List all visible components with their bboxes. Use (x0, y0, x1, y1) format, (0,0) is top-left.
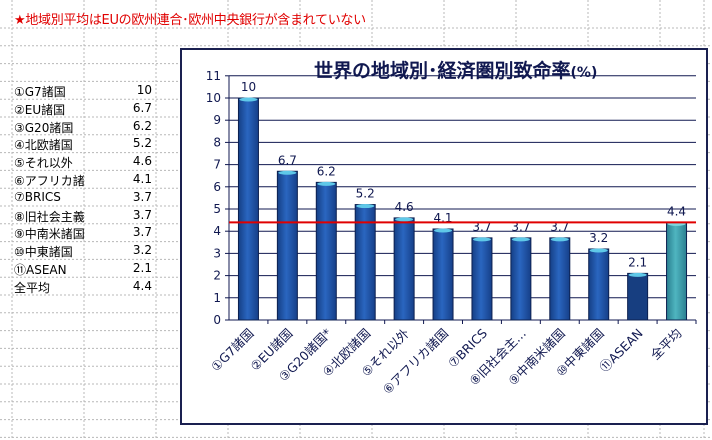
category-label: ①G7諸国 (208, 326, 257, 375)
chart[interactable]: 世界の地域別･経済圏別致命率(%) 0 1 2 3 4 5 6 7 8 9 10 11 10 ①G7諸国 6… (180, 48, 708, 425)
row-label[interactable]: ④北欧諸国 (14, 138, 73, 153)
chart-title: 世界の地域別･経済圏別致命率(%) (314, 56, 597, 83)
bar-cap (434, 228, 453, 233)
data-label: 3.2 (589, 231, 608, 245)
chart-plot: 0123456789101110①G7諸国6.7②EU諸国6.2③G20諸国*5… (206, 69, 697, 397)
row-label[interactable]: ①G7諸国 (14, 85, 66, 99)
bar[interactable] (393, 217, 415, 321)
bar[interactable] (627, 272, 649, 321)
data-label: 6.2 (317, 164, 336, 178)
table-row[interactable]: ⑩中東諸国 3.2 (14, 242, 156, 259)
row-value[interactable]: 10 (136, 83, 152, 97)
row-label[interactable]: ②EU諸国 (14, 102, 66, 117)
data-label: 3.7 (511, 220, 530, 234)
row-value[interactable]: 3.7 (132, 225, 152, 240)
bar-cap (628, 272, 647, 277)
bar-cap (511, 237, 530, 242)
chart-title-unit: (%) (570, 65, 598, 81)
bar-cap (472, 237, 491, 242)
y-tick-label: 5 (213, 202, 221, 216)
data-label: 10 (241, 80, 256, 94)
row-value[interactable]: 3.7 (132, 189, 152, 204)
row-value[interactable]: 4.1 (132, 172, 152, 186)
y-tick-label: 3 (213, 246, 221, 260)
bar-cap (317, 181, 336, 186)
data-label: 4.6 (395, 200, 414, 214)
y-tick-label: 1 (213, 291, 221, 305)
data-label: 6.7 (278, 153, 297, 167)
row-value[interactable]: 3.2 (132, 243, 152, 258)
bar[interactable] (549, 237, 571, 321)
bar-cap (356, 204, 375, 209)
y-tick-label: 8 (213, 135, 221, 149)
data-label: 3.7 (472, 220, 491, 234)
category-label: ⑪ASEAN (596, 326, 645, 375)
chart-title-text: 世界の地域別･経済圏別致命率 (314, 60, 571, 82)
row-value[interactable]: 6.2 (132, 118, 152, 133)
bar[interactable] (237, 97, 259, 321)
row-label[interactable]: ⑨中南米諸国 (14, 227, 84, 242)
table-row[interactable]: ④北欧諸国 5.2 (14, 135, 156, 152)
data-label: 5.2 (356, 187, 375, 201)
table-row[interactable]: ⑥アフリカ諸国 4.1 (14, 171, 156, 188)
table-row[interactable]: 全平均 4.4 (14, 278, 156, 295)
row-label[interactable]: ⑦BRICS (14, 189, 61, 204)
data-label: 4.4 (667, 204, 686, 218)
bar-cap (395, 217, 414, 222)
row-value[interactable]: 6.7 (132, 100, 152, 115)
data-label: 3.7 (550, 220, 569, 234)
bar[interactable] (666, 221, 688, 321)
table-row[interactable]: ⑤それ以外 4.6 (14, 153, 156, 170)
note-text: ★地域別平均はEUの欧州連合･欧州中央銀行が含まれていない (14, 13, 366, 28)
row-label[interactable]: 全平均 (14, 280, 51, 295)
bar[interactable] (276, 170, 298, 321)
y-tick-label: 2 (213, 269, 221, 283)
bar-cap (239, 97, 258, 102)
table-row[interactable]: ③G20諸国 6.2 (14, 118, 156, 135)
table-row[interactable]: ⑨中南米諸国 3.7 (14, 224, 156, 241)
row-label[interactable]: ⑩中東諸国 (14, 245, 73, 260)
table-row[interactable]: ①G7諸国 10 (14, 82, 156, 99)
row-value[interactable]: 5.2 (132, 136, 152, 151)
row-value[interactable]: 4.4 (132, 278, 152, 293)
table-row[interactable]: ⑦BRICS 3.7 (14, 189, 156, 206)
y-tick-label: 10 (206, 91, 221, 105)
bar[interactable] (588, 248, 610, 321)
row-label[interactable]: ⑧旧社会主義 (14, 209, 84, 224)
bar-cap (589, 248, 608, 253)
y-tick-label: 0 (213, 313, 221, 327)
table-row[interactable]: ⑪ASEAN 2.1 (14, 260, 156, 277)
row-label[interactable]: ③G20諸国 (14, 120, 74, 135)
bar[interactable] (315, 181, 337, 321)
y-tick-label: 6 (213, 180, 221, 194)
y-tick-label: 4 (213, 224, 221, 238)
y-tick-label: 11 (206, 69, 221, 83)
row-value[interactable]: 2.1 (132, 261, 152, 275)
bar[interactable] (432, 228, 454, 321)
row-label[interactable]: ⑪ASEAN (14, 263, 67, 277)
category-label: 全平均 (648, 326, 685, 363)
bar-cap (550, 237, 569, 242)
row-label[interactable]: ⑤それ以外 (14, 156, 73, 171)
y-tick-label: 9 (213, 113, 221, 127)
data-label: 2.1 (628, 255, 647, 269)
row-value[interactable]: 4.6 (132, 154, 152, 169)
bar-cap (278, 170, 297, 175)
row-label[interactable]: ⑥アフリカ諸国 (14, 174, 84, 188)
table-row[interactable]: ②EU諸国 6.7 (14, 100, 156, 117)
row-value[interactable]: 3.7 (132, 207, 152, 222)
bar[interactable] (471, 237, 493, 321)
y-tick-label: 7 (213, 158, 221, 172)
bar[interactable] (510, 237, 532, 321)
table-row[interactable]: ⑧旧社会主義 3.7 (14, 207, 156, 224)
